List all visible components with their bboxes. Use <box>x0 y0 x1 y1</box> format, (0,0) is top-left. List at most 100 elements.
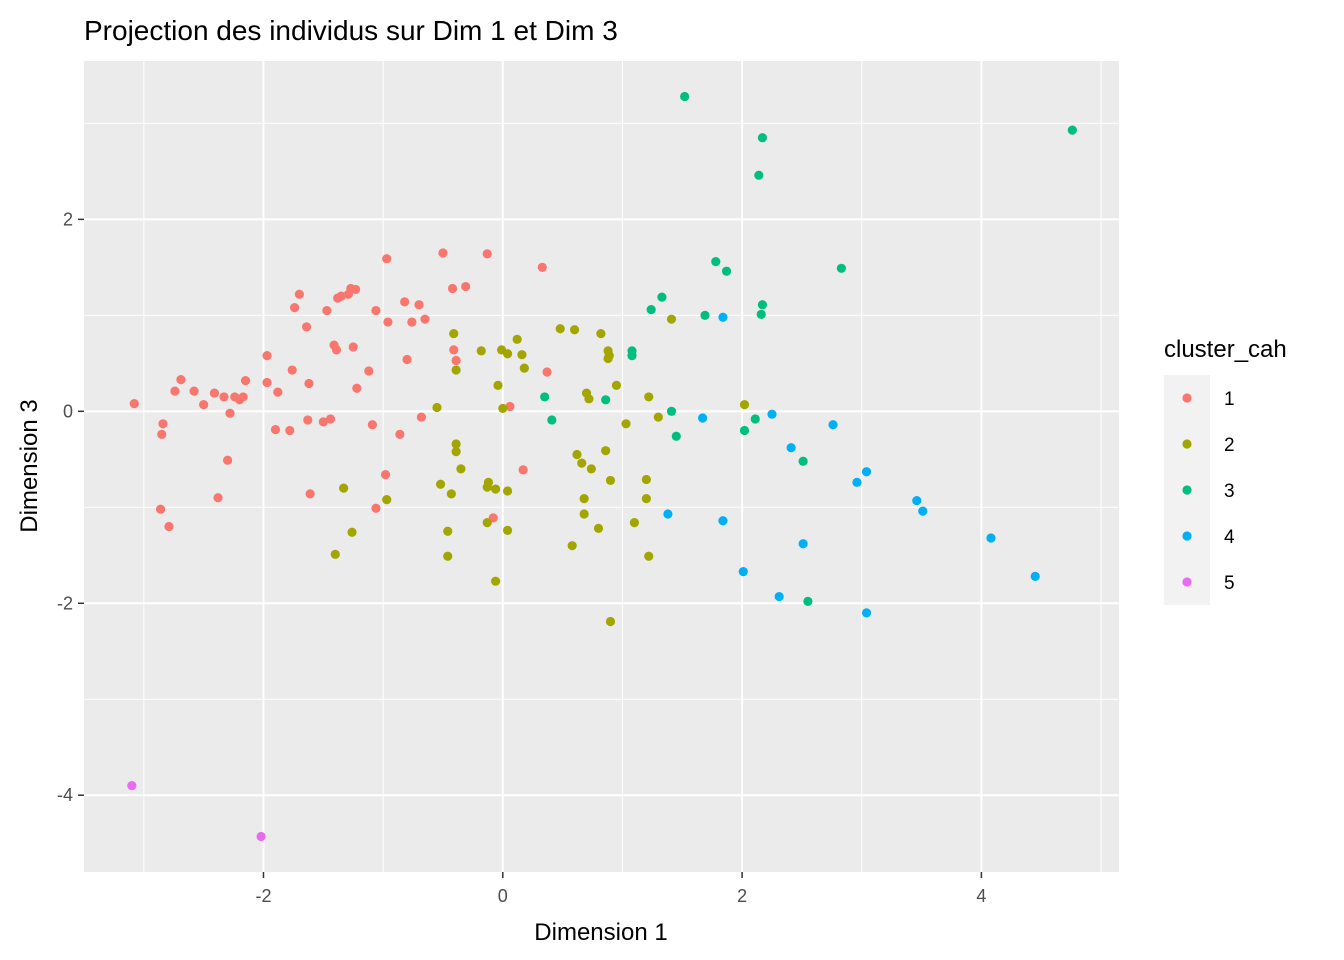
point-cluster-1 <box>164 521 174 532</box>
point-cluster-3 <box>756 309 766 319</box>
point-cluster-4 <box>861 608 872 618</box>
point-cluster-3 <box>671 431 681 441</box>
legend-key-3 <box>1182 485 1192 495</box>
point-cluster-4 <box>828 420 838 430</box>
point-cluster-1 <box>325 414 336 424</box>
point-cluster-1 <box>395 429 405 439</box>
point-cluster-2 <box>491 576 501 586</box>
point-cluster-3 <box>754 170 764 180</box>
x-tick-labels: -2 0 2 4 <box>255 886 986 906</box>
point-cluster-3 <box>798 456 808 466</box>
plot-panel <box>84 61 1119 872</box>
point-cluster-4 <box>852 477 862 487</box>
point-cluster-2 <box>476 346 486 356</box>
point-cluster-2 <box>572 449 582 460</box>
point-cluster-1 <box>170 386 180 396</box>
point-cluster-1 <box>158 419 168 429</box>
point-cluster-5 <box>256 831 266 842</box>
point-cluster-1 <box>382 254 392 264</box>
point-cluster-1 <box>322 305 332 316</box>
point-cluster-3 <box>803 596 813 606</box>
point-cluster-1 <box>371 503 381 513</box>
y-tick-label: -2 <box>57 593 73 613</box>
point-cluster-3 <box>540 392 550 402</box>
point-cluster-2 <box>456 464 466 474</box>
point-cluster-2 <box>339 483 349 493</box>
grid-minor <box>84 61 1119 872</box>
point-cluster-2 <box>512 334 522 344</box>
legend-items: 1 2 3 4 5 <box>1182 389 1235 594</box>
point-cluster-3 <box>721 266 732 276</box>
y-tick-labels: -4 -2 0 2 <box>57 209 73 805</box>
x-tick-label: 2 <box>737 886 747 906</box>
point-cluster-1 <box>537 262 547 272</box>
point-cluster-1 <box>380 470 391 480</box>
point-cluster-2 <box>596 328 606 339</box>
point-cluster-1 <box>294 289 304 299</box>
point-cluster-2 <box>611 380 622 390</box>
point-cluster-2 <box>451 365 461 375</box>
point-cluster-2 <box>446 489 456 499</box>
point-cluster-1 <box>367 420 377 430</box>
legend-key-5 <box>1182 577 1192 587</box>
point-cluster-2 <box>739 399 750 410</box>
legend-key-4 <box>1182 531 1192 541</box>
point-cluster-3 <box>547 415 557 425</box>
point-cluster-1 <box>336 291 346 301</box>
point-cluster-4 <box>912 495 922 506</box>
point-cluster-2 <box>567 541 577 551</box>
point-cluster-3 <box>757 133 768 143</box>
point-cluster-1 <box>420 314 430 324</box>
point-cluster-1 <box>402 354 412 365</box>
point-cluster-1 <box>287 365 297 375</box>
chart-title: Projection des individus sur Dim 1 et Di… <box>84 15 618 46</box>
point-cluster-2 <box>443 526 453 536</box>
point-cluster-1 <box>451 355 461 366</box>
point-cluster-2 <box>517 350 527 360</box>
legend-key-1 <box>1182 393 1192 403</box>
point-cluster-1 <box>371 305 381 316</box>
axis-ticks <box>78 218 983 878</box>
point-cluster-1 <box>238 392 248 402</box>
x-tick-label: 0 <box>498 886 508 906</box>
point-cluster-4 <box>663 509 673 519</box>
point-cluster-1 <box>364 366 374 376</box>
point-cluster-4 <box>698 413 708 423</box>
point-cluster-2 <box>347 527 357 537</box>
legend-label: 3 <box>1224 481 1235 502</box>
point-cluster-2 <box>432 402 442 413</box>
point-cluster-2 <box>519 363 529 373</box>
point-cluster-2 <box>451 447 461 457</box>
point-cluster-1 <box>348 342 358 352</box>
point-cluster-4 <box>774 591 784 602</box>
point-cluster-4 <box>786 443 796 453</box>
point-cluster-1 <box>505 401 515 412</box>
point-cluster-2 <box>653 412 663 422</box>
point-cluster-1 <box>262 351 272 361</box>
point-cluster-2 <box>502 349 513 359</box>
point-cluster-1 <box>176 375 186 385</box>
point-cluster-1 <box>542 367 552 377</box>
legend-label: 4 <box>1224 527 1235 548</box>
point-cluster-2 <box>644 551 654 561</box>
point-cluster-1 <box>351 284 361 295</box>
point-cluster-1 <box>461 281 471 292</box>
point-cluster-2 <box>502 525 513 535</box>
point-cluster-1 <box>414 300 424 310</box>
point-cluster-1 <box>518 465 528 475</box>
point-cluster-3 <box>700 310 710 320</box>
point-cluster-2 <box>493 380 503 390</box>
point-cluster-1 <box>209 388 220 398</box>
y-tick-label: 2 <box>63 209 73 229</box>
point-cluster-2 <box>604 351 614 361</box>
point-cluster-3 <box>1067 125 1077 135</box>
point-cluster-3 <box>680 91 690 102</box>
data-points <box>127 91 1077 842</box>
point-cluster-2 <box>586 464 596 474</box>
point-cluster-4 <box>861 467 872 477</box>
point-cluster-4 <box>798 539 808 549</box>
x-tick-label: 4 <box>976 886 986 906</box>
point-cluster-2 <box>502 486 513 496</box>
point-cluster-1 <box>449 345 459 355</box>
point-cluster-3 <box>666 406 677 416</box>
